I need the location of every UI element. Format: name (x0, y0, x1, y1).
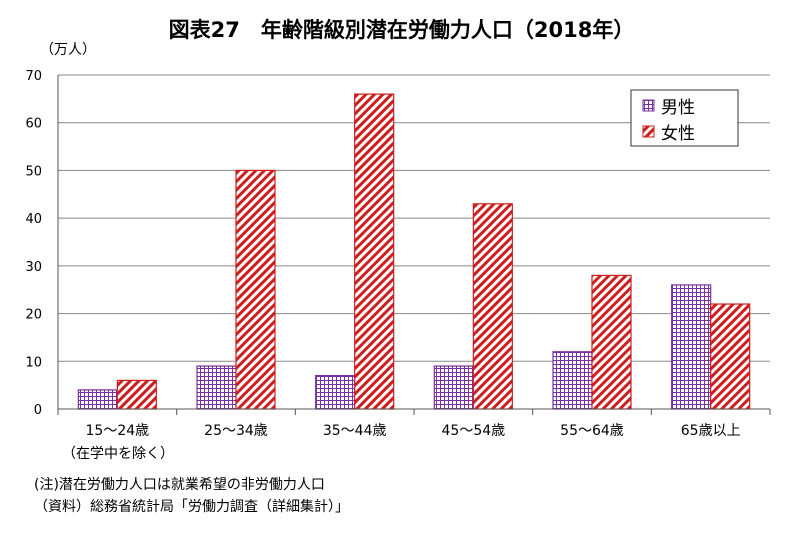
legend-label: 女性 (661, 124, 695, 144)
x-tick-label: 55～64歳 (560, 423, 624, 439)
y-axis-unit-label: （万人） (40, 42, 96, 58)
bar-male (671, 284, 712, 410)
bar-female (472, 203, 513, 410)
bars (77, 93, 751, 410)
bar-male (196, 365, 237, 410)
bar-female (116, 379, 157, 410)
x-tick-label: 25～34歳 (204, 423, 268, 439)
x-tick-label: 45～54歳 (442, 423, 506, 439)
bar-female (354, 93, 395, 410)
legend-label: 男性 (661, 98, 695, 118)
y-tick-label: 0 (34, 403, 42, 418)
y-tick-label: 10 (25, 355, 42, 370)
legend-swatch (642, 125, 655, 138)
source-note: （資料）総務省統計局「労働力調査（詳細集計）」 (34, 499, 349, 515)
y-tick-label: 60 (25, 117, 42, 132)
x-tick-label: 15～24歳 (86, 423, 150, 439)
bar-female (710, 303, 751, 410)
axes: 0 10 20 30 40 50 60 70 15～24歳 25～34歳 35～44歳 45～54歳 5… (25, 69, 771, 439)
legend-swatch (642, 99, 655, 112)
bar-male (315, 375, 356, 410)
footnote: (注)潜在労働力人口は就業希望の非労働力人口 (34, 477, 325, 493)
x-tick-label: 35～44歳 (323, 423, 387, 439)
gridlines (58, 74, 770, 362)
x-tick-label: 65歳以上 (681, 423, 741, 439)
category-sub-label: （在学中を除く） (62, 446, 174, 462)
bar-male (77, 389, 118, 410)
bar-female (591, 274, 632, 410)
bar-male (552, 351, 593, 410)
bar-male (433, 365, 474, 410)
y-tick-label: 40 (25, 212, 42, 227)
y-tick-label: 70 (25, 69, 42, 84)
y-tick-label: 50 (25, 164, 42, 179)
y-tick-label: 30 (25, 260, 42, 275)
chart-title: 図表27 年齢階級別潜在労働力人口（2018年） (168, 18, 635, 42)
bar-female (235, 169, 276, 410)
y-tick-label: 20 (25, 308, 42, 323)
